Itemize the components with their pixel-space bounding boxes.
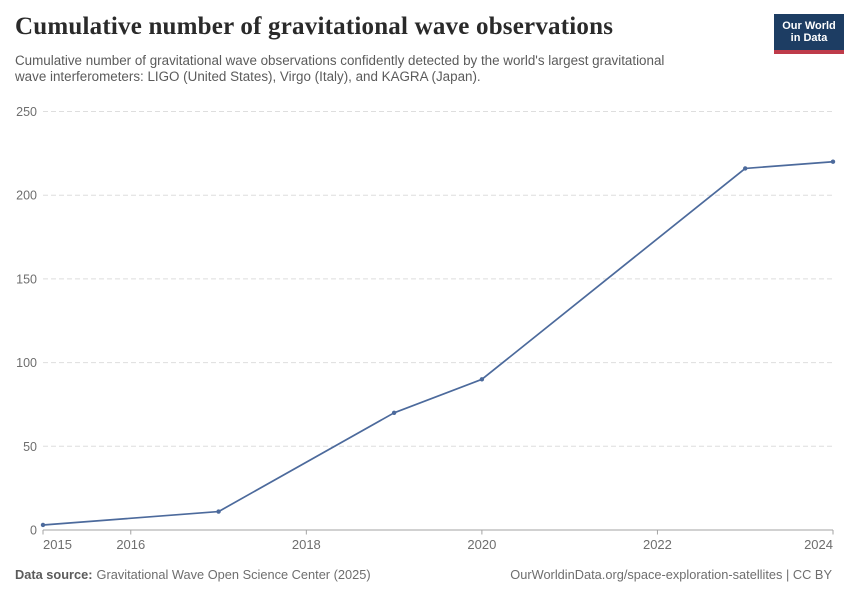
data-point [216, 509, 221, 514]
line-series [42, 160, 834, 526]
y-axis-tick-label: 200 [16, 189, 37, 203]
y-axis-tick-label: 150 [16, 272, 37, 286]
x-axis-tick-label: 2024 [804, 537, 833, 552]
data-source: Data source: Gravitational Wave Open Scie… [15, 567, 371, 582]
chart-title: Cumulative number of gravitational wave … [15, 13, 614, 40]
x-axis-tick-label: 2020 [467, 537, 496, 552]
y-axis-tick-label: 100 [16, 356, 37, 370]
y-axis-tick-label: 0 [30, 524, 37, 538]
y-axis-tick-label: 250 [16, 105, 37, 119]
data-point [743, 166, 748, 171]
data-point [391, 410, 397, 416]
data-source-label: Data source: [15, 567, 93, 582]
owid-logo-line-2: in Data [790, 32, 828, 44]
x-axis-tick-label: 2015 [43, 537, 72, 552]
data-point [40, 522, 46, 528]
data-point [479, 377, 485, 382]
owid-logo-line-1: Our World [782, 19, 836, 32]
data-source-text: Gravitational Wave Open Science Center (… [96, 567, 371, 582]
x-axis-tick-label: 2018 [292, 537, 321, 552]
subtitle-line-1: Cumulative number of gravitational wave … [15, 53, 665, 68]
subtitle-line-2: wave interferometers: LIGO (United State… [15, 68, 481, 84]
attribution-link[interactable]: OurWorldinData.org/space-exploration-sat… [510, 567, 832, 582]
data-point [830, 159, 836, 164]
chart-subtitle: Cumulative number of gravitational wave … [15, 53, 664, 84]
x-axis-tick-label: 2016 [116, 537, 145, 552]
owid-logo[interactable]: Our World in Data [774, 14, 844, 54]
y-axis-tick-label: 50 [23, 440, 37, 454]
x-axis-tick-label: 2022 [643, 537, 672, 552]
